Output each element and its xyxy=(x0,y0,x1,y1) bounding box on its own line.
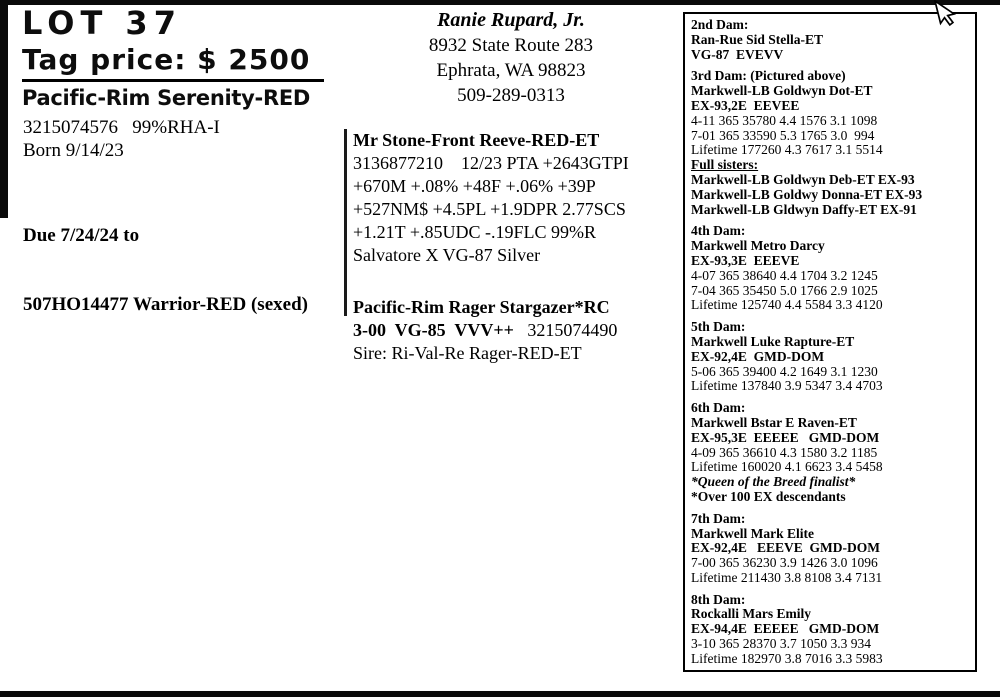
pedigree-line: Lifetime 211430 3.8 8108 3.4 7131 xyxy=(691,569,883,585)
pedigree-line: 7-04 365 35450 5.0 1766 2.9 1025 xyxy=(691,282,878,298)
pedigree-line: Lifetime 137840 3.9 5347 3.4 4703 xyxy=(691,378,883,394)
dam-score-line: 3-00 VG-85 VVV++ 3215074490 xyxy=(353,319,617,342)
consignor-block: Ranie Rupard, Jr. 8932 State Route 283 E… xyxy=(356,8,666,108)
pedigree-line: 3rd Dam: (Pictured above) xyxy=(691,68,846,84)
sire-stat-line: +527NM$ +4.5PL +1.9DPR 2.77SCS xyxy=(353,199,626,219)
pedigree-line: 7-01 365 33590 5.3 1765 3.0 994 xyxy=(691,127,875,143)
consignor-phone: 509-289-0313 xyxy=(457,85,565,106)
pedigree-line: Markwell Luke Rapture-ET xyxy=(691,333,855,349)
pedigree-line: 3-10 365 28370 3.7 1050 3.3 934 xyxy=(691,636,871,652)
pedigree-line: 7th Dam: xyxy=(691,510,746,526)
pedigree-line: Markwell-LB Goldwyn Deb-ET EX-93 xyxy=(691,171,915,187)
pedigree-line: 4-11 365 35780 4.4 1576 3.1 1098 xyxy=(691,112,878,128)
dam-sire-line: Sire: Ri-Val-Re Rager-RED-ET xyxy=(353,343,582,363)
pedigree-line: Markwell-LB Goldwyn Dot-ET xyxy=(691,83,873,99)
pedigree-section-6th-dam: 6th Dam: Markwell Bstar E Raven-ET EX-95,3… xyxy=(691,400,973,505)
pedigree-line: Ran-Rue Sid Stella-ET xyxy=(691,31,824,47)
due-date-line: Due 7/24/24 to xyxy=(23,225,140,246)
registration-line: 3215074576 99%RHA-I xyxy=(23,117,220,138)
pedigree-section-4th-dam: 4th Dam: Markwell Metro Darcy EX-93,3E EEE… xyxy=(691,224,973,313)
sire-block: Mr Stone-Front Reeve-RED-ET 3136877210 1… xyxy=(353,129,629,267)
pedigree-line: 2nd Dam: xyxy=(691,17,749,32)
pedigree-line: Markwell Bstar E Raven-ET xyxy=(691,414,857,430)
pedigree-line: Lifetime 182970 3.8 7016 3.3 5983 xyxy=(691,650,883,666)
sire-stat-line: Salvatore X VG-87 Silver xyxy=(353,245,541,265)
left-edge-bar xyxy=(0,0,8,218)
consignor-name: Ranie Rupard, Jr. xyxy=(437,9,585,31)
pedigree-line: Markwell Metro Darcy xyxy=(691,238,825,254)
pedigree-line: 8th Dam: xyxy=(691,591,746,607)
pedigree-line: 4-07 365 38640 4.4 1704 3.2 1245 xyxy=(691,267,878,283)
pedigree-line: Lifetime 125740 4.4 5584 3.3 4120 xyxy=(691,297,883,313)
sire-stat-lines: 3136877210 12/23 PTA +2643GTPI +670M +.08… xyxy=(353,152,629,267)
pedigree-line: EX-94,4E EEEEE GMD-DOM xyxy=(691,621,880,637)
dam-block: Pacific-Rim Rager Stargazer*RC 3-00 VG-8… xyxy=(353,296,617,365)
dam-name: Pacific-Rim Rager Stargazer*RC xyxy=(353,297,610,317)
pedigree-line: Lifetime 177260 4.3 7617 3.1 5514 xyxy=(691,142,883,158)
pedigree-line: *Queen of the Breed finalist* xyxy=(691,474,856,490)
top-edge-bar xyxy=(0,0,1000,5)
pedigree-line: EX-92,4E GMD-DOM xyxy=(691,348,825,364)
mouse-cursor xyxy=(933,0,957,27)
service-sire-line: 507HO14477 Warrior-RED (sexed) xyxy=(23,294,308,315)
pedigree-line: Markwell-LB Goldwy Donna-ET EX-93 xyxy=(691,186,923,202)
sire-block-rule xyxy=(344,129,347,316)
dam-registration: 3215074490 xyxy=(513,320,618,340)
pedigree-line: 5-06 365 39400 4.2 1649 3.1 1230 xyxy=(691,363,878,379)
pedigree-line: VG-87 EVEVV xyxy=(691,46,784,62)
pedigree-line: Markwell Mark Elite xyxy=(691,525,814,541)
tag-price-heading: Tag price: $ 2500 xyxy=(22,43,325,82)
pedigree-line: EX-95,3E EEEEE GMD-DOM xyxy=(691,429,880,445)
pedigree-section-8th-dam: 8th Dam: Rockalli Mars Emily EX-94,4E EEEE… xyxy=(691,591,973,667)
animal-name-heading: Pacific-Rim Serenity-RED xyxy=(22,86,311,110)
sire-stat-line: 3136877210 12/23 PTA +2643GTPI xyxy=(353,153,629,173)
consignor-address-line2: Ephrata, WA 98823 xyxy=(436,60,586,81)
pedigree-line: 7-00 365 36230 3.9 1426 3.0 1096 xyxy=(691,555,878,571)
pedigree-line: *Over 100 EX descendants xyxy=(691,488,846,504)
due-info-block: Due 7/24/24 to 507HO14477 Warrior-RED (s… xyxy=(23,178,308,339)
bottom-edge-bar xyxy=(0,691,1000,697)
pedigree-section-5th-dam: 5th Dam: Markwell Luke Rapture-ET EX-92,4E… xyxy=(691,319,973,394)
pedigree-box: 2nd Dam: Ran-Rue Sid Stella-ET VG-87 EVEVV… xyxy=(683,12,977,672)
dam-score-bold: 3-00 VG-85 VVV++ xyxy=(353,320,514,340)
pedigree-section-3rd-dam: 3rd Dam: (Pictured above) Markwell-LB Gol… xyxy=(691,69,973,217)
lot-number-heading: LOT 37 xyxy=(22,4,182,42)
pedigree-line: 6th Dam: xyxy=(691,400,746,416)
pedigree-line: Markwell-LB Gldwyn Daffy-ET EX-91 xyxy=(691,201,917,217)
sire-name: Mr Stone-Front Reeve-RED-ET xyxy=(353,130,600,150)
pedigree-line: Lifetime 160020 4.1 6623 3.4 5458 xyxy=(691,459,883,475)
sire-stat-line: +1.21T +.85UDC -.19FLC 99%R xyxy=(353,222,596,242)
pedigree-line: Rockalli Mars Emily xyxy=(691,606,811,622)
pedigree-section-2nd-dam: 2nd Dam: Ran-Rue Sid Stella-ET VG-87 EVEVV xyxy=(691,17,973,62)
birthdate-line: Born 9/14/23 xyxy=(23,140,124,161)
sire-stat-line: +670M +.08% +48F +.06% +39P xyxy=(353,176,596,196)
pedigree-line: 4-09 365 36610 4.3 1580 3.2 1185 xyxy=(691,444,878,460)
pedigree-line: 4th Dam: xyxy=(691,223,746,239)
pedigree-section-7th-dam: 7th Dam: Markwell Mark Elite EX-92,4E EEEV… xyxy=(691,510,973,586)
pedigree-line: EX-92,4E EEEVE GMD-DOM xyxy=(691,540,880,556)
pedigree-line: 5th Dam: xyxy=(691,319,746,335)
consignor-address-line1: 8932 State Route 283 xyxy=(428,35,594,56)
pedigree-line: EX-93,2E EEVEE xyxy=(691,97,800,113)
pedigree-line: Full sisters: xyxy=(691,157,759,173)
pedigree-line: EX-93,3E EEEVE xyxy=(691,252,800,268)
